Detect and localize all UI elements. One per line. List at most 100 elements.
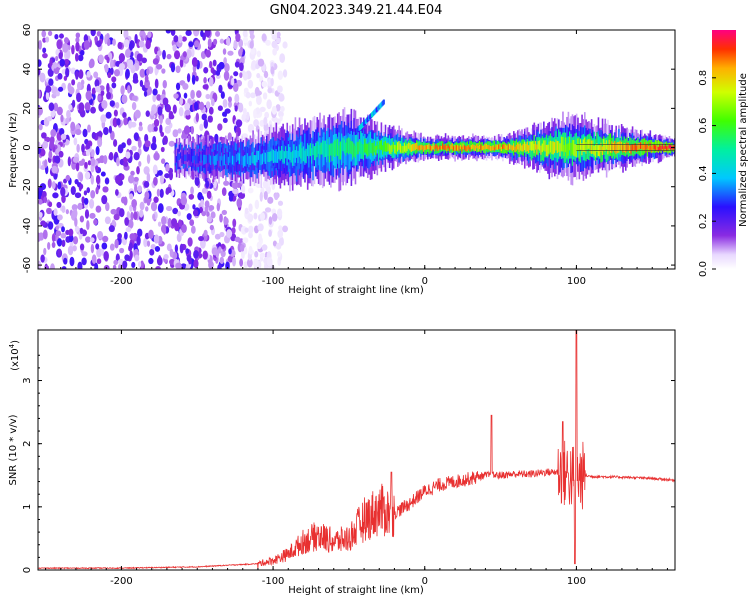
spectrogram-noise-speckle bbox=[103, 155, 108, 165]
spectrogram-noise-speckle bbox=[129, 204, 133, 212]
spectrogram-noise-speckle bbox=[108, 225, 115, 233]
spectrogram-band-cell bbox=[619, 140, 622, 150]
spectrogram-xtick-label: -100 bbox=[262, 276, 285, 287]
spectrogram-noise-speckle bbox=[93, 219, 98, 226]
spectrogram-noise-speckle bbox=[204, 30, 211, 38]
spectrogram-noise-speckle bbox=[85, 236, 91, 243]
spectrogram-band-cell bbox=[309, 143, 312, 157]
spectrogram-band-cell bbox=[261, 153, 264, 165]
spectrogram-noise-speckle bbox=[124, 217, 130, 226]
spectrogram-noise-speckle bbox=[60, 187, 66, 197]
spectrogram-noise-speckle bbox=[40, 254, 45, 263]
spectrogram-noise-speckle bbox=[86, 220, 90, 231]
spectrogram-band-cell bbox=[566, 144, 568, 158]
spectrogram-noise-speckle bbox=[186, 73, 191, 83]
spectrogram-noise-speckle bbox=[118, 62, 126, 71]
spectrogram-band-cell bbox=[306, 143, 309, 157]
spectrogram-band-cell bbox=[437, 146, 440, 151]
spectrogram-noise-speckle bbox=[98, 54, 104, 64]
spectrogram-noise-speckle bbox=[217, 105, 223, 111]
spectrogram-noise-speckle bbox=[72, 156, 80, 163]
spectrogram-noise-speckle bbox=[263, 70, 269, 79]
spectrogram-band-cell bbox=[548, 141, 551, 154]
spectrogram-band-cell bbox=[511, 145, 514, 152]
spectrogram-noise-speckle bbox=[238, 192, 246, 199]
spectrogram-band-cell bbox=[443, 145, 446, 151]
spectrogram-noise-speckle bbox=[48, 201, 53, 208]
spectrogram-noise-speckle bbox=[76, 92, 82, 103]
spectrogram-noise-speckle bbox=[255, 180, 262, 189]
spectrogram-noise-speckle bbox=[97, 94, 102, 101]
spectrogram-band-cell bbox=[252, 151, 254, 164]
spectrogram-band-cell bbox=[345, 142, 347, 156]
spectrogram-noise-speckle bbox=[144, 75, 149, 83]
spectrogram-noise-speckle bbox=[218, 84, 223, 94]
spectrogram-band-cell bbox=[421, 145, 424, 150]
spectrogram-noise-speckle bbox=[222, 117, 228, 123]
spectrogram-band-cell bbox=[444, 144, 447, 150]
spectrogram-noise-speckle bbox=[136, 166, 140, 175]
spectrogram-noise-speckle bbox=[179, 58, 184, 68]
spectrogram-noise-speckle bbox=[63, 75, 68, 81]
spectrogram-band-cell bbox=[519, 143, 522, 151]
spectrogram-band-cell bbox=[459, 144, 462, 149]
spectrogram-band-cell bbox=[498, 144, 500, 150]
spectrogram-noise-speckle bbox=[212, 69, 217, 76]
spectrogram-noise-speckle bbox=[90, 243, 95, 254]
spectrogram-noise-speckle bbox=[168, 170, 174, 181]
spectrogram-noise-speckle bbox=[162, 135, 168, 145]
spectrogram-noise-speckle bbox=[91, 131, 96, 140]
spectrogram-noise-speckle bbox=[190, 125, 195, 135]
spectrogram-noise-speckle bbox=[96, 40, 102, 48]
spectrogram-band-cell bbox=[593, 131, 596, 159]
spectrogram-band-cell bbox=[379, 140, 381, 150]
spectrogram-noise-speckle bbox=[212, 59, 217, 67]
spectrogram-noise-speckle bbox=[153, 176, 158, 186]
spectrogram-noise-speckle bbox=[196, 90, 202, 98]
spectrogram-band-cell bbox=[294, 150, 297, 163]
spectrogram-noise-speckle bbox=[150, 201, 158, 212]
spectrogram-band-cell bbox=[209, 155, 212, 165]
spectrogram-band-cell bbox=[452, 146, 455, 151]
spectrogram-noise-speckle bbox=[101, 100, 108, 109]
spectrogram-ytick-label: -60 bbox=[22, 257, 33, 273]
spectrogram-noise-speckle bbox=[187, 237, 193, 247]
spectrogram-noise-speckle bbox=[79, 50, 85, 56]
spectrogram-noise-speckle bbox=[233, 71, 239, 77]
spectrogram-band-cell bbox=[427, 144, 429, 150]
spectrogram-noise-speckle bbox=[89, 237, 95, 243]
spectrogram-band-cell bbox=[280, 145, 283, 160]
spectrogram-noise-speckle bbox=[133, 151, 140, 161]
spectrogram-noise-speckle bbox=[203, 77, 207, 84]
spectrogram-noise-speckle bbox=[143, 237, 148, 248]
spectrogram-noise-speckle bbox=[113, 259, 119, 266]
spectrogram-noise-speckle bbox=[226, 36, 231, 46]
spectrogram-band-cell bbox=[265, 153, 268, 165]
spectrogram-noise-speckle bbox=[183, 92, 188, 99]
spectrogram-noise-speckle bbox=[219, 231, 225, 238]
spectrogram-noise-speckle bbox=[157, 50, 162, 57]
spectrogram-noise-speckle bbox=[71, 204, 78, 211]
spectrogram-noise-speckle bbox=[57, 248, 62, 257]
spectrogram-band-cell bbox=[529, 141, 531, 150]
spectrogram-noise-speckle bbox=[38, 89, 41, 99]
spectrogram-noise-speckle bbox=[111, 82, 117, 89]
spectrogram-noise-speckle bbox=[44, 159, 48, 168]
spectrogram-band-cell bbox=[305, 148, 308, 164]
spectrogram-band-cell bbox=[297, 150, 299, 164]
spectrogram-noise-speckle bbox=[152, 135, 157, 145]
spectrogram-band-cell bbox=[235, 154, 238, 163]
snr-xtick-label: 100 bbox=[567, 576, 586, 587]
spectrogram-noise-speckle bbox=[84, 209, 90, 219]
spectrogram-band-cell bbox=[241, 155, 243, 166]
spectrogram-noise-speckle bbox=[207, 115, 212, 123]
spectrogram-noise-speckle bbox=[238, 48, 243, 57]
spectrogram-noise-speckle bbox=[104, 64, 109, 73]
spectrogram-noise-speckle bbox=[259, 212, 266, 221]
spectrogram-band-cell bbox=[463, 145, 466, 151]
spectrogram-band-cell bbox=[474, 145, 477, 152]
spectrogram-noise-speckle bbox=[170, 62, 176, 73]
spectrogram-band-cell bbox=[336, 138, 339, 156]
spectrogram-band-cell bbox=[620, 141, 623, 152]
snr-series-line bbox=[38, 330, 675, 570]
